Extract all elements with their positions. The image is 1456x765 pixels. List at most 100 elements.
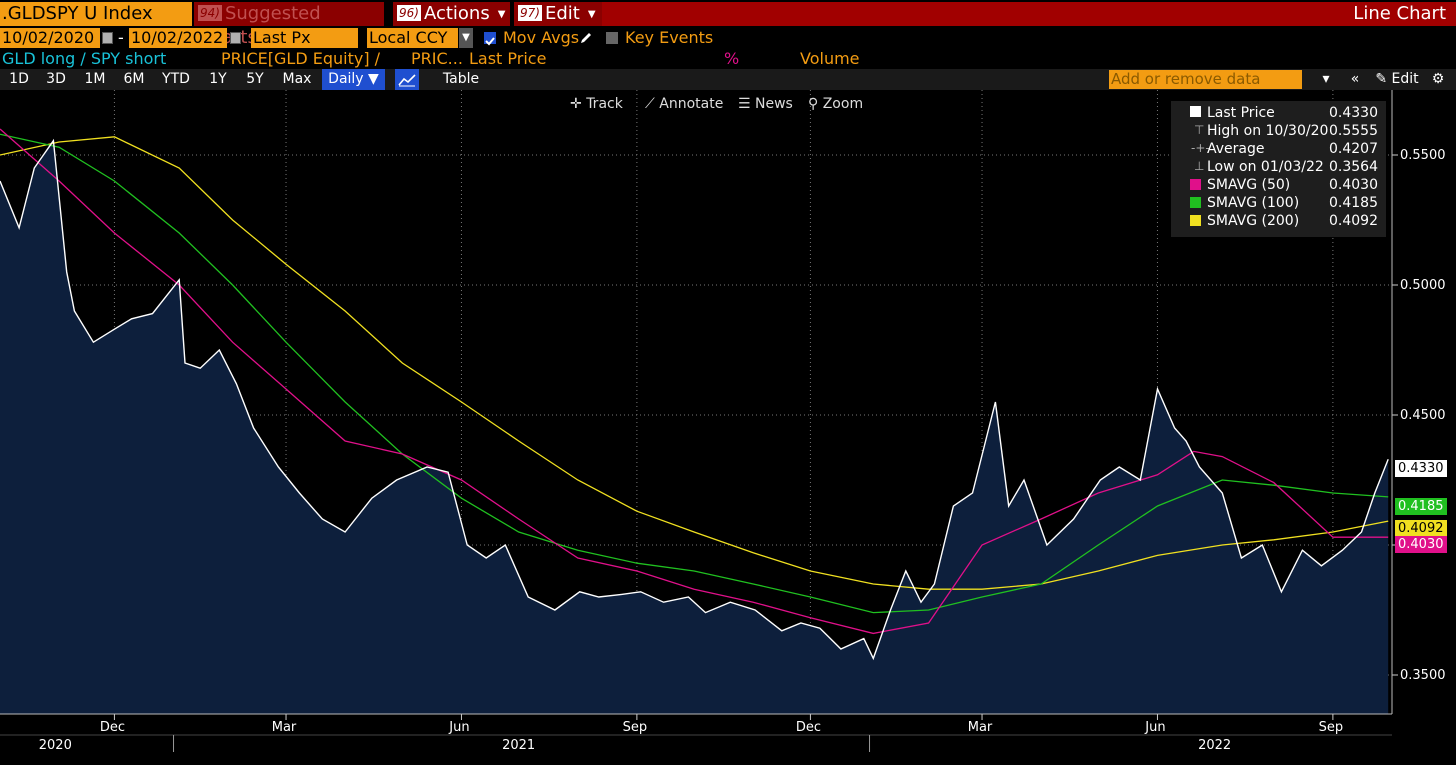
sma50-line (0, 128, 1389, 635)
x-axis: Dec Mar Jun Sep Dec Mar Jun Sep 2020 2021 2022 (0, 90, 1456, 765)
news-button[interactable]: ☰ News (738, 94, 793, 114)
period-3d[interactable]: 3D (46, 71, 66, 87)
mov-avgs-checkbox[interactable] (484, 32, 496, 46)
track-label: Track (586, 96, 623, 112)
legend-label: Last Price (1207, 105, 1275, 121)
y-tick-label: 0.5000 (1400, 278, 1446, 293)
collapse-icon[interactable]: « (1350, 71, 1360, 87)
legend-value: 0.4207 (1329, 141, 1378, 157)
chevron-down-icon[interactable]: ▼ (459, 28, 473, 48)
x-tick-label: Jun (448, 720, 469, 735)
x-tick-label: Jun (1144, 720, 1165, 735)
y-tick-label: 0.4500 (1400, 408, 1446, 423)
crosshair-icon: ✛ (570, 96, 582, 112)
annotate-icon: ⟋ (645, 96, 655, 112)
key-events-checkbox[interactable] (606, 32, 618, 44)
edit-number: 97) (518, 5, 542, 21)
last-price-label[interactable]: Last Price (469, 49, 547, 68)
y-tick-label: 0.3500 (1400, 668, 1446, 683)
sma100-swatch (1190, 197, 1201, 208)
legend-value: 0.4330 (1329, 105, 1378, 121)
legend-value: 0.4030 (1329, 177, 1378, 193)
title-red-bar (602, 2, 1456, 26)
calendar-icon[interactable] (102, 32, 113, 44)
edit-button[interactable]: 97) Edit ▼ (514, 2, 602, 26)
actions-button[interactable]: 96) Actions ▼ (393, 2, 510, 26)
currency-selector[interactable]: Local CCY (367, 28, 458, 48)
price-area (0, 140, 1389, 714)
volume-label[interactable]: Volume (800, 49, 860, 68)
field-selector[interactable]: Last Px (251, 28, 358, 48)
y-tick-label: 0.5500 (1400, 148, 1446, 163)
line-chart-icon[interactable] (395, 69, 419, 90)
suggested-charts-button[interactable]: 94) Suggested Charts (194, 2, 384, 48)
sma200-swatch (1190, 215, 1201, 226)
mov-avgs-label[interactable]: Mov Avgs (503, 28, 580, 47)
legend-label: Average (1207, 141, 1265, 157)
actions-label: Actions (423, 3, 490, 24)
x-tick-label: Sep (623, 720, 648, 735)
x-year-label: 2022 (1198, 738, 1231, 753)
legend-value: 0.5555 (1329, 123, 1378, 139)
last-price-swatch (1190, 106, 1201, 117)
gear-icon[interactable]: ⚙ (1431, 71, 1445, 87)
zoom-button[interactable]: ⚲ Zoom (808, 94, 863, 114)
start-date-field[interactable]: 10/02/2020 (0, 28, 100, 48)
end-date-field[interactable]: 10/02/2022 (129, 28, 227, 48)
x-tick-label: Dec (100, 720, 125, 735)
sma200-line (0, 136, 1389, 590)
track-button[interactable]: ✛ Track (570, 94, 623, 114)
key-events-label[interactable]: Key Events (625, 28, 714, 47)
percent-label[interactable]: % (724, 49, 740, 68)
filter-icon[interactable]: ▾ (1322, 71, 1330, 87)
news-icon: ☰ (738, 96, 751, 112)
x-tick-label: Mar (968, 720, 993, 735)
add-remove-data-input[interactable]: Add or remove data (1109, 70, 1302, 89)
period-1y[interactable]: 1Y (209, 71, 227, 87)
sma100-line (0, 133, 1389, 614)
date-range-dash: - (118, 28, 124, 47)
legend-label: SMAVG (50) (1207, 177, 1291, 193)
average-marker-icon: -+- (1191, 141, 1210, 155)
pencil-icon[interactable] (578, 30, 594, 46)
high-marker-icon: ⊤ (1194, 123, 1205, 137)
series-name[interactable]: GLD long / SPY short (2, 49, 167, 68)
chart-type-label: Line Chart (1353, 3, 1446, 24)
actions-number: 96) (397, 5, 421, 21)
chart-legend[interactable]: Last Price 0.4330 ⊤ High on 10/30/20 0.5… (1171, 101, 1386, 237)
ticker-field[interactable]: .GLDSPY U Index (0, 2, 192, 26)
x-tick-label: Mar (272, 720, 297, 735)
annotate-button[interactable]: ⟋ Annotate (645, 94, 723, 114)
series-row: GLD long / SPY short PRICE[GLD Equity] /… (0, 50, 1456, 68)
table-button[interactable]: Table (442, 71, 480, 87)
period-max[interactable]: Max (282, 71, 312, 87)
legend-label: Low on 01/03/22 (1207, 159, 1324, 175)
series-expression-truncated[interactable]: PRIC... (411, 49, 463, 68)
legend-value: 0.4185 (1329, 195, 1378, 211)
settings-bar: 10/02/2020 - 10/02/2022 Last Px Local CC… (0, 28, 1456, 48)
x-year-label: 2021 (502, 738, 535, 753)
period-ytd[interactable]: YTD (162, 71, 190, 87)
check-icon (485, 37, 495, 46)
x-year-label: 2020 (39, 738, 72, 753)
period-1m[interactable]: 1M (84, 71, 106, 87)
sma100-tag: 0.4185 (1395, 498, 1447, 515)
legend-value: 0.3564 (1329, 159, 1378, 175)
search-icon: ⚲ (808, 96, 819, 112)
period-6m[interactable]: 6M (123, 71, 145, 87)
sma50-swatch (1190, 179, 1201, 190)
series-expression[interactable]: PRICE[GLD Equity] / (221, 49, 381, 68)
pencil-icon: ✎ (1375, 71, 1388, 87)
period-5y[interactable]: 5Y (246, 71, 264, 87)
calendar-icon[interactable] (230, 32, 241, 44)
period-1d[interactable]: 1D (9, 71, 29, 87)
annotate-label: Annotate (659, 96, 724, 112)
edit-chart-button[interactable]: ✎ Edit (1371, 69, 1423, 90)
frequency-selector[interactable]: Daily ▼ (322, 69, 385, 90)
legend-label: SMAVG (200) (1207, 213, 1300, 229)
price-line (0, 138, 1389, 661)
chevron-down-icon: ▼ (587, 9, 596, 20)
suggested-charts-number: 94) (198, 5, 222, 21)
legend-value: 0.4092 (1329, 213, 1378, 229)
edit-chart-label: Edit (1391, 71, 1419, 87)
